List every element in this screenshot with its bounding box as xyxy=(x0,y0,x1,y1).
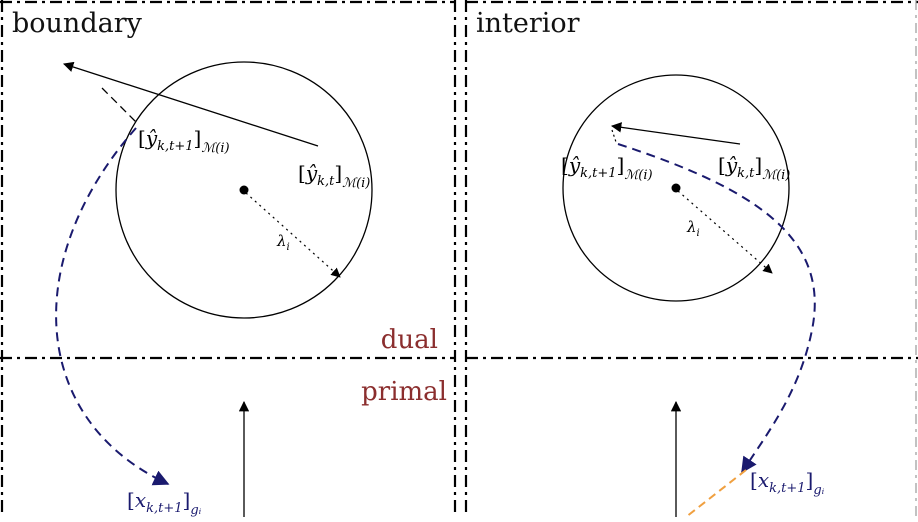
dual-ball-boundary xyxy=(115,61,373,319)
dual-to-primal-path-interior xyxy=(617,143,816,474)
region-label-dual: dual xyxy=(381,325,438,355)
radius-label-interior: λi xyxy=(686,218,700,239)
dual-step-arrow-boundary xyxy=(63,61,319,147)
projection-dot-interior xyxy=(611,129,617,143)
panel-title-boundary: boundary xyxy=(12,8,143,39)
radius-arrow-boundary xyxy=(245,192,341,278)
dual-ball-interior xyxy=(562,74,790,302)
panel-title-interior: interior xyxy=(476,8,580,39)
label-x-kt1-boundary: [xk,t+1]gᵢ xyxy=(127,488,202,517)
label-y-hat-kt-boundary: [ŷk,t]ℳ(i) xyxy=(298,161,370,191)
radius-label-boundary: λi xyxy=(276,232,290,253)
projection-dash-boundary xyxy=(101,87,139,125)
label-y-hat-kt-interior: [ŷk,t]ℳ(i) xyxy=(718,153,790,183)
label-y-hat-kt1-boundary: [ŷk,t+1]ℳ(i) xyxy=(138,126,230,156)
dual-to-primal-path-boundary xyxy=(55,127,170,486)
ball-center-boundary xyxy=(239,185,249,195)
radius-arrow-interior xyxy=(677,190,773,274)
primal-step-orange-interior xyxy=(685,469,747,518)
ball-center-interior xyxy=(671,183,681,193)
label-x-kt1-interior: [xk,t+1]gᵢ xyxy=(750,468,825,498)
dual-step-arrow-interior xyxy=(610,122,741,145)
label-y-hat-kt1-interior: [ŷk,t+1]ℳ(i) xyxy=(561,153,653,183)
region-label-primal: primal xyxy=(361,377,447,407)
